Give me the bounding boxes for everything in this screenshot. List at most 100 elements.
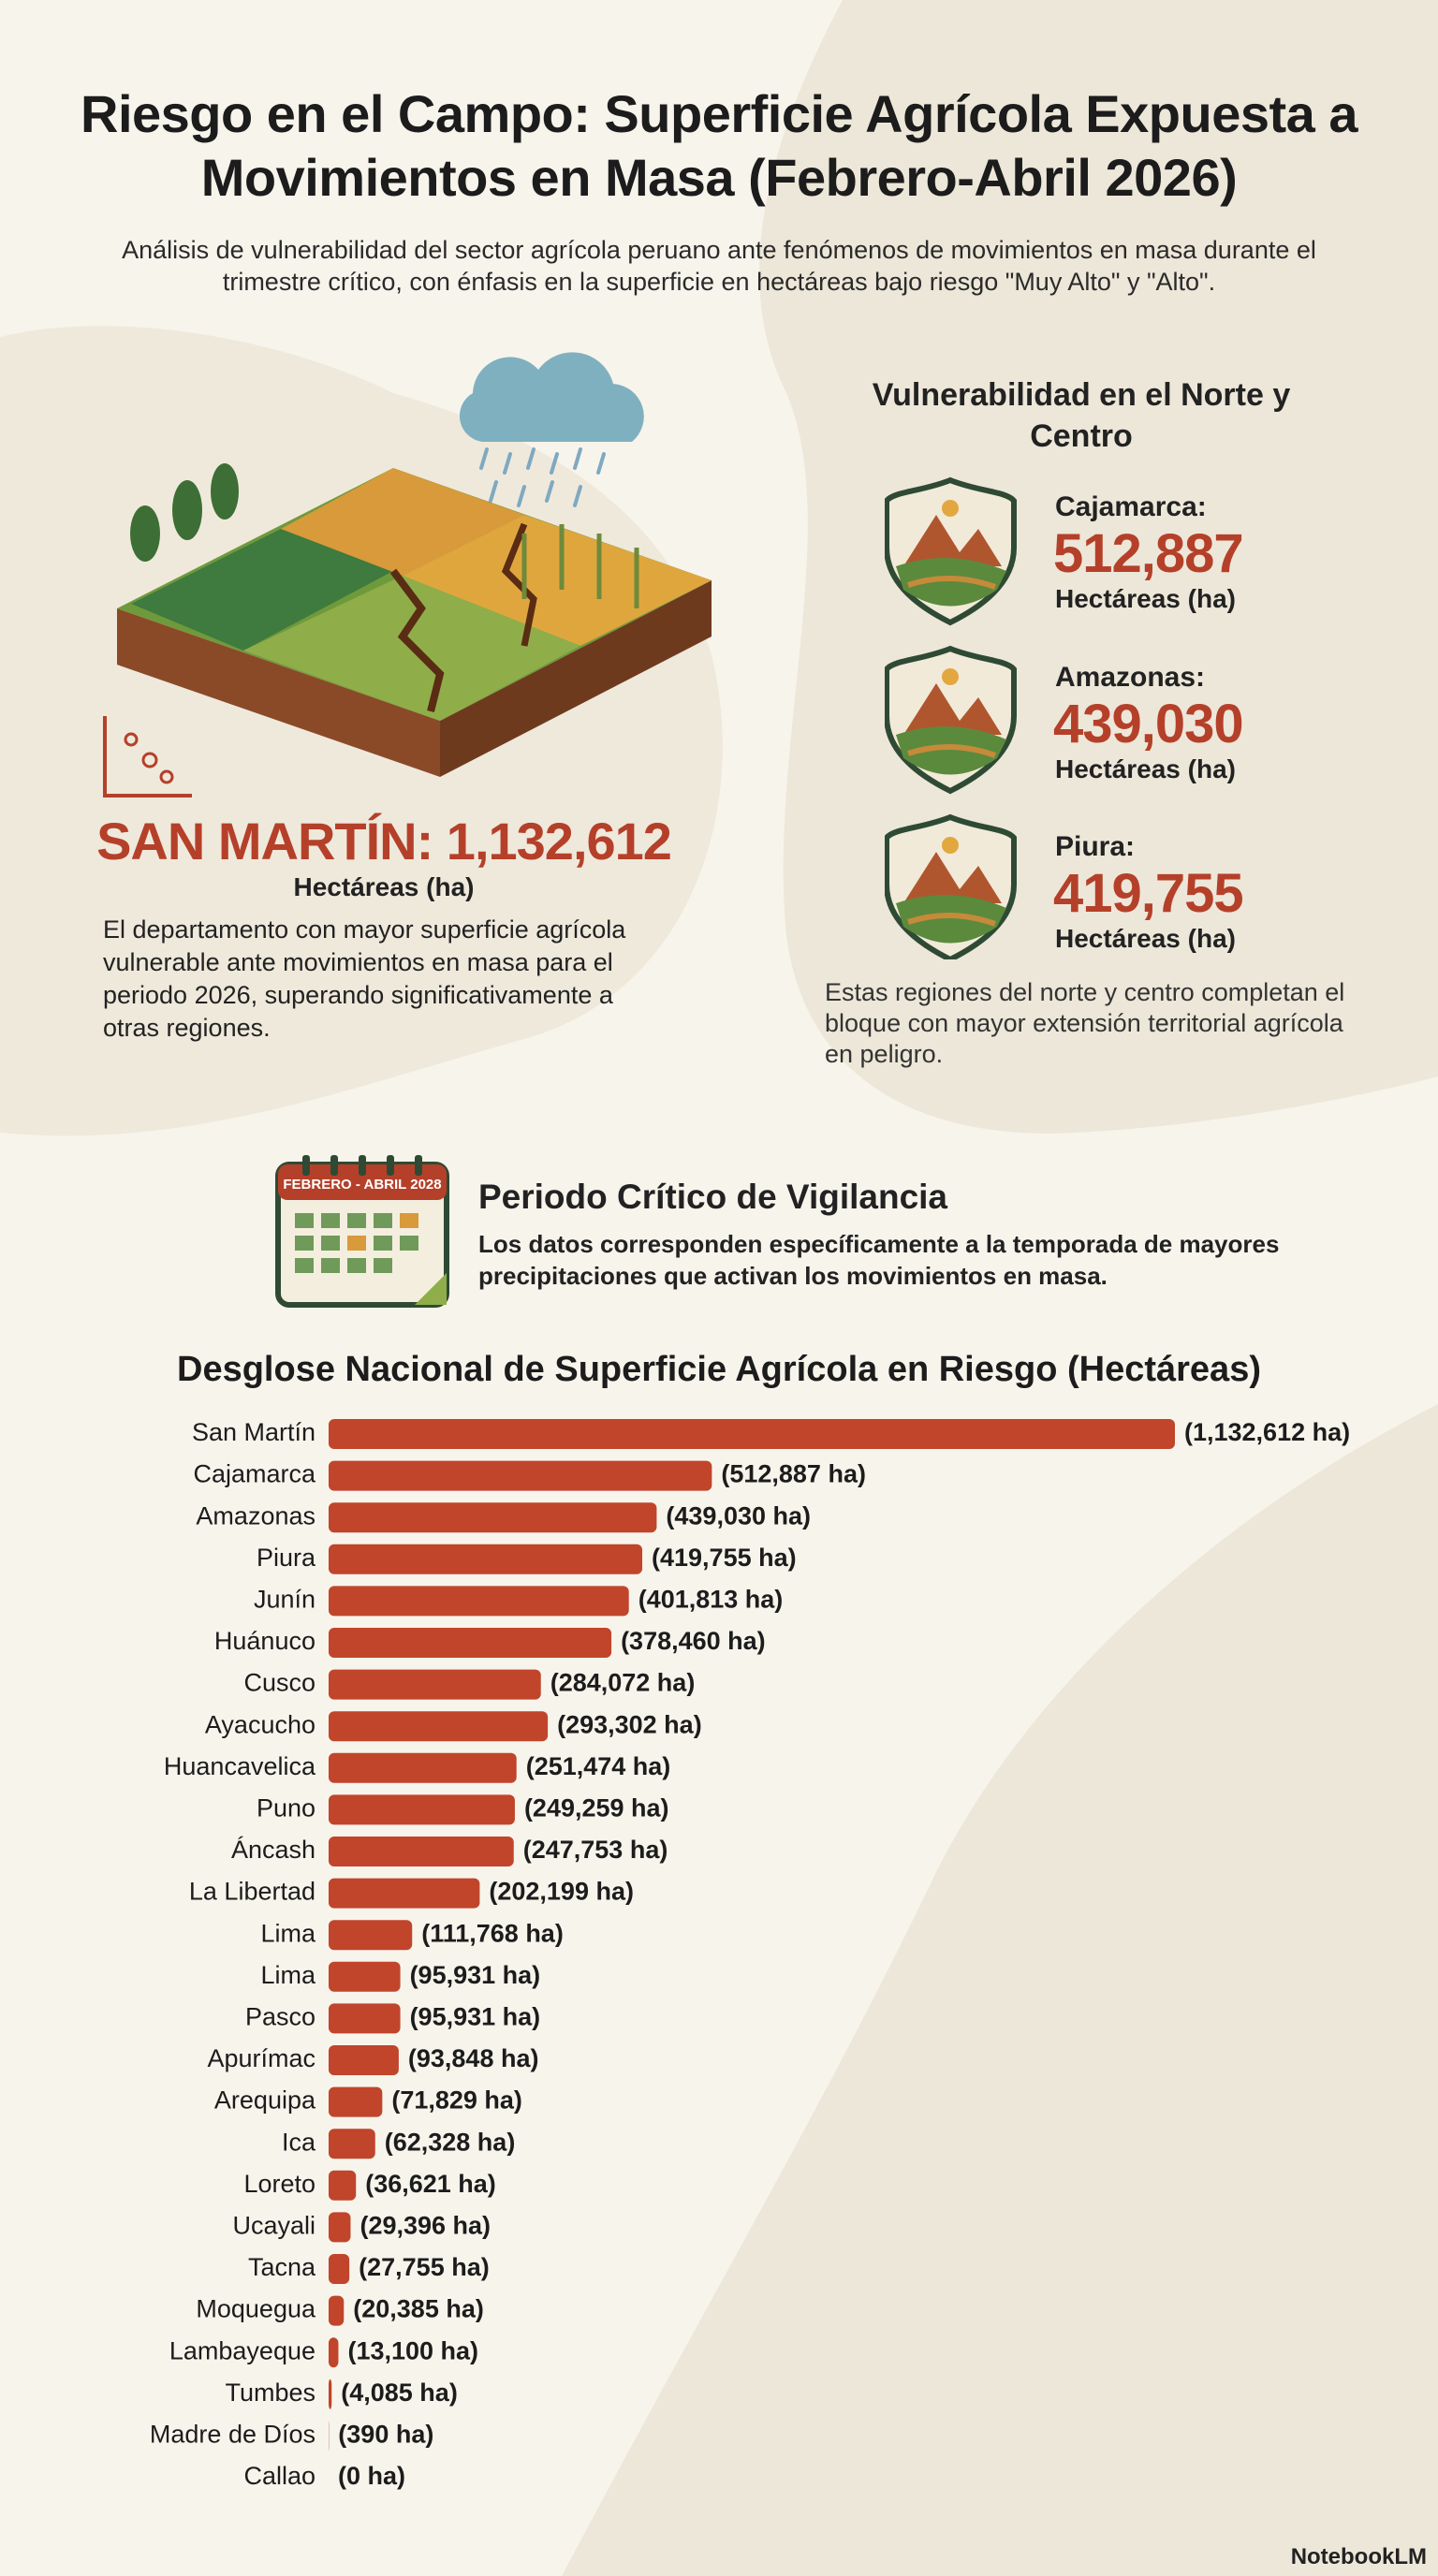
calendar-badge: FEBRERO - ABRIL 2028 [283, 1177, 441, 1193]
category-label: Amazonas [196, 1501, 315, 1530]
category-label: Lima [260, 1961, 316, 1989]
value-label: (20,385 ha) [353, 2295, 484, 2323]
period-description: Los datos corresponden específicamente a… [478, 1230, 1280, 1290]
value-label: (247,753 ha) [523, 1836, 668, 1864]
bar-chart: San Martín (1,132,612 ha) Cajamarca (512,88… [150, 1418, 1350, 2490]
value-label: (284,072 ha) [550, 1669, 696, 1697]
bar [329, 1586, 629, 1617]
region-icons [885, 476, 1017, 959]
title: Riesgo en el Campo: Superficie Agrícola … [81, 84, 1357, 207]
subtitle: Análisis de vulnerabilidad del sector ag… [122, 236, 1316, 296]
value-label: (111,768 ha) [421, 1919, 564, 1947]
bar [329, 2170, 357, 2201]
bar [329, 1711, 549, 1742]
category-label: Madre de Díos [150, 2421, 315, 2449]
category-label: Cusco [243, 1669, 315, 1697]
bar [329, 1419, 1175, 1449]
value-label: (27,755 ha) [359, 2253, 490, 2281]
value-label: (401,813 ha) [638, 1586, 784, 1614]
value-label: (419,755 ha) [652, 1544, 797, 1572]
category-label: Loreto [243, 2170, 315, 2198]
bar [329, 2254, 350, 2284]
bar [329, 2378, 332, 2409]
region-name: Cajamarca: [1055, 491, 1207, 522]
chart-title: Desglose Nacional de Superficie Agrícola… [177, 1350, 1261, 1389]
bar [329, 1961, 401, 1992]
bar [329, 1878, 480, 1909]
value-label: (93,848 ha) [408, 2044, 539, 2072]
category-label: Lambayeque [169, 2336, 315, 2364]
bar [329, 1628, 612, 1658]
bar [329, 2086, 383, 2117]
category-label: Cajamarca [193, 1460, 316, 1488]
value-label: (0 ha) [338, 2462, 405, 2490]
category-label: Arequipa [214, 2086, 316, 2115]
region-unit: Hectáreas (ha) [1055, 754, 1236, 783]
region-unit: Hectáreas (ha) [1055, 584, 1236, 613]
value-label: (378,460 ha) [621, 1627, 766, 1655]
category-label: San Martín [192, 1418, 315, 1446]
bar [329, 1837, 514, 1866]
category-label: Tacna [248, 2253, 316, 2281]
value-label: (62,328 ha) [385, 2128, 516, 2156]
value-label: (13,100 ha) [347, 2336, 478, 2364]
bar [329, 2295, 345, 2326]
value-label: (251,474 ha) [526, 1752, 671, 1780]
bar [329, 1794, 515, 1825]
region-value: 419,755 [1053, 863, 1244, 924]
category-label: Huancavelica [164, 1752, 316, 1780]
region-value: 439,030 [1053, 694, 1244, 754]
value-label: (36,621 ha) [365, 2170, 496, 2198]
category-label: Puno [257, 1794, 315, 1822]
region-name: Piura: [1055, 831, 1136, 862]
value-label: (95,931 ha) [410, 1961, 541, 1989]
region-value: 512,887 [1053, 523, 1244, 584]
value-label: (390 ha) [338, 2421, 433, 2449]
bar [329, 2129, 375, 2159]
bar [329, 1752, 517, 1783]
value-label: (1,132,612 ha) [1184, 1418, 1350, 1446]
bar [329, 1502, 657, 1533]
brand: NotebookLM [1290, 2544, 1427, 2569]
value-label: (293,302 ha) [557, 1710, 702, 1738]
category-label: Ica [282, 2128, 316, 2156]
highlight-unit: Hectáreas (ha) [293, 872, 475, 901]
bar [329, 1920, 413, 1951]
value-label: (202,199 ha) [489, 1878, 634, 1906]
category-label: Áncash [231, 1836, 315, 1864]
category-label: Tumbes [225, 2378, 315, 2407]
bar [329, 2045, 399, 2075]
category-label: Moquegua [196, 2295, 316, 2323]
farm-illustration [103, 352, 712, 798]
period-title: Periodo Crítico de Vigilancia [478, 1178, 947, 1216]
region-unit: Hectáreas (ha) [1055, 924, 1236, 953]
value-label: (29,396 ha) [360, 2212, 491, 2240]
category-label: Junín [254, 1586, 315, 1614]
section-title: Vulnerabilidad en el Norte y Centro [872, 377, 1291, 454]
value-label: (71,829 ha) [391, 2086, 522, 2115]
value-label: (439,030 ha) [666, 1501, 811, 1530]
highlight-label: SAN MARTÍN: 1,132,612 [96, 812, 672, 871]
bar [329, 2337, 339, 2368]
category-label: Piura [257, 1544, 316, 1572]
value-label: (95,931 ha) [410, 2003, 541, 2031]
bar [329, 1460, 712, 1491]
category-label: Huánuco [214, 1627, 315, 1655]
category-label: Apurímac [207, 2044, 315, 2072]
value-label: (4,085 ha) [341, 2378, 458, 2407]
category-label: Ayacucho [205, 1710, 315, 1738]
category-label: Lima [260, 1919, 316, 1947]
bar [329, 2212, 351, 2243]
category-label: La Libertad [189, 1878, 315, 1906]
bar [329, 1669, 541, 1700]
category-label: Callao [243, 2462, 315, 2490]
value-label: (249,259 ha) [524, 1794, 669, 1822]
calendar-icon: FEBRERO - ABRIL 2028 [275, 1155, 449, 1308]
category-label: Ucayali [232, 2212, 315, 2240]
section-note: Estas regiones del norte y centro comple… [825, 978, 1345, 1068]
bar [329, 2003, 401, 2034]
region-name: Amazonas: [1055, 662, 1206, 693]
value-label: (512,887 ha) [721, 1460, 866, 1488]
category-label: Pasco [245, 2003, 315, 2031]
